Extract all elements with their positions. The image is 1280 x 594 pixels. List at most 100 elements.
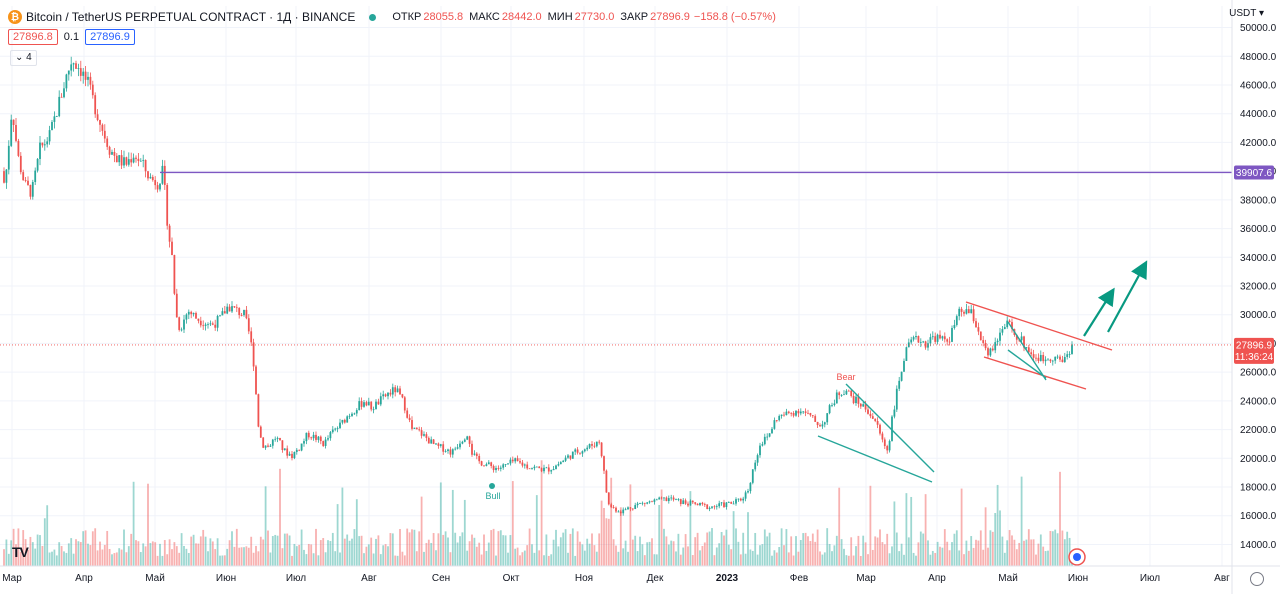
volume-bar (905, 493, 908, 566)
volume-bar (363, 553, 365, 566)
candle-body (723, 502, 725, 507)
volume-bar (77, 541, 80, 566)
volume-bar (689, 491, 692, 566)
symbol-title[interactable]: Bitcoin / TetherUS PERPETUAL CONTRACT · … (26, 10, 356, 24)
volume-bar (269, 552, 272, 566)
candle-body (168, 225, 171, 242)
volume-bar (219, 555, 221, 566)
volume-bar (135, 540, 137, 566)
candle-body (641, 502, 644, 504)
price-axis[interactable]: 14000.0 16000.0 18000.0 20000.0 22000.0 24000… (1231, 0, 1280, 594)
candle-body (65, 74, 68, 89)
volume-bar (365, 546, 368, 566)
volume-bar (209, 538, 212, 566)
candle-body (646, 502, 649, 504)
indicators-toggle[interactable]: ⌄ 4 (10, 50, 37, 66)
volume-bar (598, 533, 601, 566)
volume-bar (346, 534, 349, 566)
candle-body (319, 436, 322, 442)
volume-bar (300, 529, 303, 566)
candle-body (1015, 334, 1018, 340)
candle-body (507, 463, 509, 465)
candle-body (132, 157, 135, 163)
candle-body (514, 458, 517, 462)
candle-body (689, 500, 692, 506)
candle-body (10, 119, 13, 146)
candle-body (418, 429, 421, 431)
candle-body (516, 458, 519, 462)
volume-bar (171, 549, 173, 566)
volume-bar (144, 546, 147, 566)
time-axis[interactable]: Мар Апр Май Июн Июл Авг Сен Окт Ноя Дек 2023 Фев Мар… (0, 565, 1280, 584)
volume-bar (3, 549, 5, 566)
currency-selector[interactable]: USDT ▾ (1229, 8, 1264, 19)
candle-body (15, 124, 17, 141)
candle-body (533, 466, 536, 469)
volume-bar (622, 548, 625, 566)
settings-icon[interactable] (1250, 572, 1264, 586)
volume-bar (756, 554, 759, 566)
candle-body (367, 401, 370, 406)
candle-body (1061, 359, 1064, 363)
volume-bar (154, 542, 157, 566)
price-tick-label: 30000.0 (1240, 310, 1277, 321)
candle-body (84, 71, 87, 80)
volume-bar (514, 548, 517, 566)
volume-bar (99, 541, 101, 566)
candle-body (1049, 359, 1052, 362)
candle-body (1025, 347, 1028, 349)
time-tick-label: Июл (1140, 573, 1160, 584)
volume-bar (739, 554, 742, 566)
volume-bar (286, 533, 289, 566)
candle-body (759, 445, 761, 456)
volume-bar (197, 543, 200, 566)
candle-body (67, 70, 70, 75)
candle-body (173, 255, 176, 294)
volume-bar (240, 547, 243, 566)
volume-bar (327, 540, 329, 566)
candle-body (519, 461, 521, 463)
sell-button[interactable]: 27896.8 (8, 29, 58, 45)
volume-bar (965, 540, 968, 566)
candle-body (809, 412, 812, 416)
buy-button[interactable]: 27896.9 (85, 29, 135, 45)
candle-body (598, 441, 601, 443)
volume-bar (451, 489, 454, 566)
volume-bar (855, 546, 857, 566)
candle-body (166, 184, 169, 226)
volume-bar (708, 531, 711, 566)
candle-body (274, 438, 277, 440)
candle-body (281, 440, 284, 451)
candle-body (1042, 354, 1045, 362)
countdown-label: 11:36:24 (1235, 352, 1274, 363)
candle-body (343, 419, 346, 423)
candle-body (415, 427, 418, 430)
price-tick-label: 16000.0 (1240, 511, 1277, 522)
candle-body (123, 157, 125, 166)
volume-bar (245, 546, 248, 566)
candle-body (216, 315, 219, 328)
volume-bar (495, 555, 497, 566)
candle-body (821, 424, 824, 427)
candle-body (895, 388, 898, 410)
volume-bar (989, 530, 992, 566)
candle-body (180, 329, 183, 331)
volume-bar (259, 536, 262, 566)
candle-body (144, 159, 147, 172)
candle-body (43, 144, 46, 146)
candle-body (982, 340, 985, 343)
volume-bar (984, 507, 987, 566)
volume-bar (531, 544, 533, 566)
volume-bar (653, 554, 656, 566)
volume-bar (523, 550, 526, 566)
candle-body (687, 503, 689, 506)
volume-bar (778, 547, 781, 566)
price-tick-label: 34000.0 (1240, 253, 1277, 264)
candle-body (567, 455, 569, 458)
volume-bar (951, 542, 953, 566)
volume-bar (411, 529, 413, 566)
candle-body (70, 64, 73, 71)
volume-bar (442, 534, 445, 566)
volume-bar (919, 531, 922, 566)
